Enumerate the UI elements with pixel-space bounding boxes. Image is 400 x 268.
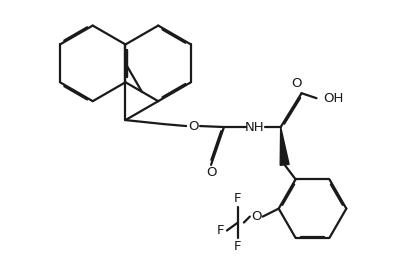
Polygon shape [280,127,289,165]
Text: F: F [234,240,242,253]
Text: O: O [206,166,216,179]
Text: O: O [252,210,262,223]
Text: O: O [291,77,302,90]
Text: O: O [188,120,198,133]
Text: F: F [217,224,225,237]
Text: F: F [234,192,242,205]
Text: OH: OH [324,92,344,105]
Text: NH: NH [245,121,265,133]
